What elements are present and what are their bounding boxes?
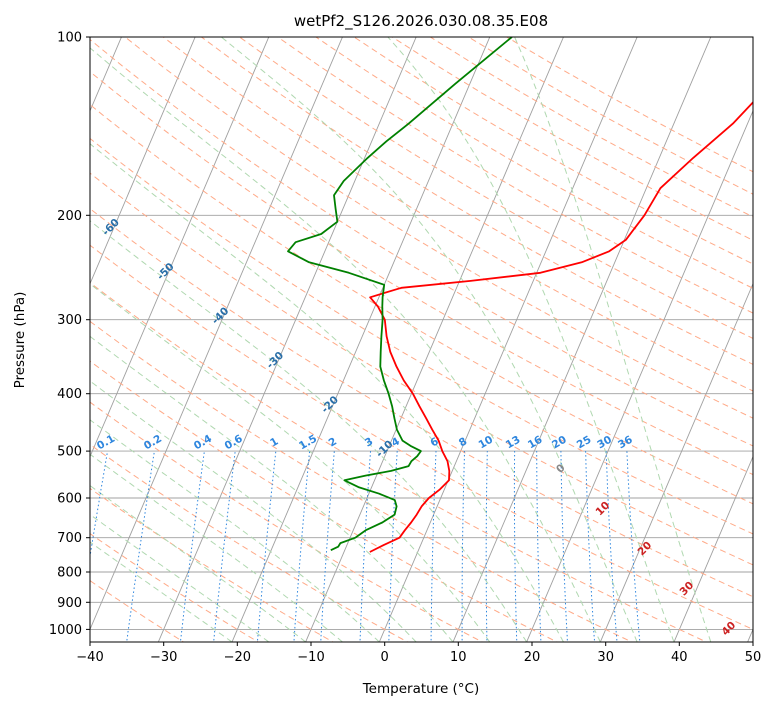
dry-adiabat [90, 244, 753, 630]
mixing-ratio-line [560, 451, 569, 642]
profiles [287, 37, 753, 553]
y-axis: 1000 900 800 700 600 500 400 300 200 100 [49, 31, 90, 638]
x-tick-label: −40 [76, 650, 103, 665]
dry-adiabat [201, 37, 753, 365]
moist-adiabat [90, 220, 528, 642]
dry-adiabat [315, 37, 753, 289]
moist-adiabat [90, 47, 601, 642]
moist-adiabat [90, 419, 380, 642]
dry-adiabat [90, 443, 409, 642]
dry-adiabat [90, 401, 484, 642]
y-tick-label: 400 [57, 387, 82, 402]
moist-adiabat [90, 143, 564, 642]
dry-adiabat [90, 71, 753, 476]
isotherm-line [231, 37, 491, 642]
y-tick-label: 800 [57, 566, 82, 581]
moist-adiabat [514, 37, 712, 642]
moist-adiabat [90, 513, 270, 642]
mixing-ratio-line [388, 451, 398, 642]
mixing-ratio-line [359, 451, 371, 642]
y-tick-label: 900 [57, 596, 82, 611]
isotherm-line [90, 37, 343, 631]
y-tick-label: 300 [57, 313, 82, 328]
moist-adiabat [90, 484, 307, 642]
dry-adiabat [90, 137, 753, 535]
y-tick-label: 700 [57, 531, 82, 546]
dry-adiabat [90, 38, 753, 447]
isotherm-line [90, 37, 196, 285]
x-tick-label: 20 [524, 650, 541, 665]
dry-adiabat [90, 360, 559, 642]
mixing-ratio-line [461, 451, 465, 642]
moist-adiabat [90, 283, 491, 642]
moist-adiabat [90, 335, 454, 642]
x-axis-label: Temperature (°C) [362, 681, 480, 697]
mixing-ratio-line [536, 451, 542, 642]
isotherm-line [526, 109, 753, 642]
dewpoint-profile [287, 37, 513, 552]
mixing-ratio-line [485, 451, 488, 642]
x-tick-label: −30 [150, 650, 177, 665]
isotherm-line [673, 455, 753, 642]
plot-frame [89, 36, 754, 643]
isotherm-line [452, 37, 712, 642]
x-tick-label: 0 [381, 650, 389, 665]
y-axis-label: Pressure (hPa) [12, 292, 28, 389]
y-tick-label: 200 [57, 209, 82, 224]
x-tick-label: −10 [297, 650, 324, 665]
y-tick-label: 100 [57, 31, 82, 46]
dry-adiabat [90, 533, 260, 642]
moist-adiabat [90, 541, 233, 642]
y-tick-label: 1000 [49, 623, 82, 638]
temperature-profile [369, 101, 753, 553]
isotherm-line [157, 37, 417, 642]
y-tick-label: 500 [57, 445, 82, 460]
mixing-ratio-line [430, 451, 437, 642]
x-tick-label: 50 [745, 650, 762, 665]
background-lines [90, 37, 753, 642]
dry-adiabat [90, 487, 334, 642]
mixing-ratio-line [585, 451, 596, 642]
x-tick-label: 30 [597, 650, 614, 665]
dry-adiabat [90, 320, 633, 642]
x-axis: −40 −30 −20 −10 0 10 20 30 40 50 [76, 642, 761, 665]
x-tick-label: 10 [450, 650, 467, 665]
chart-title: wetPf2_S126.2026.030.08.35.E08 [294, 12, 548, 31]
isotherm-line [90, 37, 270, 458]
dry-adiabat [90, 172, 753, 566]
y-tick-label: 600 [57, 492, 82, 507]
x-tick-label: −20 [224, 650, 251, 665]
dry-adiabat [90, 208, 753, 598]
dry-adiabat [239, 37, 753, 339]
mixing-ratio-line [513, 451, 518, 642]
moist-adiabat [387, 37, 675, 642]
x-tick-label: 40 [671, 650, 688, 665]
